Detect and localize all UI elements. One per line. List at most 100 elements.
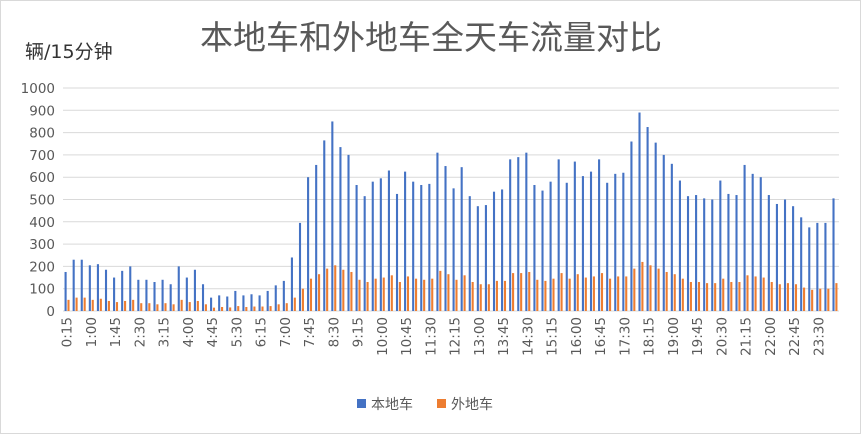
bar [746, 275, 749, 311]
bar [706, 283, 709, 312]
bar [91, 299, 94, 311]
bar [638, 112, 641, 311]
bar [366, 282, 369, 311]
x-tick-label: 19:00 [666, 317, 682, 356]
bar [172, 304, 175, 311]
bar [447, 274, 450, 311]
bar [581, 176, 584, 311]
bar [803, 287, 806, 311]
bar [778, 284, 781, 311]
bar [641, 261, 644, 311]
bar [775, 203, 778, 311]
bar [387, 170, 390, 311]
bar [657, 268, 660, 311]
bar [242, 295, 245, 311]
bar [415, 278, 418, 311]
bar [107, 300, 110, 311]
bar [541, 190, 544, 311]
bar [689, 282, 692, 311]
bar [492, 191, 496, 311]
bar [99, 298, 102, 311]
bar [406, 276, 410, 311]
bar [355, 185, 358, 311]
x-tick-label: 16:45 [593, 317, 609, 356]
bar [606, 182, 609, 311]
bar [816, 222, 819, 311]
bar [290, 257, 293, 311]
bar [576, 274, 579, 311]
bar [501, 189, 504, 311]
bar-series-group [64, 112, 838, 312]
x-tick-label: 21:15 [739, 317, 755, 356]
bar [665, 271, 668, 311]
bar [714, 283, 717, 312]
bar [719, 180, 722, 311]
bar [673, 274, 676, 311]
bar [113, 277, 116, 311]
bar [285, 303, 288, 311]
x-tick-label: 13:00 [472, 317, 488, 356]
bar [751, 173, 754, 311]
bar [536, 279, 539, 311]
bar [509, 159, 512, 311]
bar [484, 205, 487, 311]
bar [282, 280, 285, 311]
bar [72, 259, 75, 311]
x-tick-label: 12:15 [448, 317, 464, 356]
bar [520, 273, 523, 311]
x-tick-label: 10:45 [399, 317, 415, 356]
bar [379, 178, 382, 311]
bar [420, 185, 423, 311]
bar [293, 297, 296, 311]
bar [115, 302, 119, 311]
chart-title: 本地车和外地车全天车流量对比 [200, 18, 662, 57]
bar [137, 279, 140, 311]
y-tick-label: 700 [29, 148, 55, 164]
bar [331, 121, 334, 311]
bar [609, 278, 612, 311]
bar [226, 296, 229, 311]
x-tick-label: 22:45 [787, 317, 803, 356]
bar [382, 277, 385, 311]
bar [622, 172, 625, 311]
bar [568, 278, 571, 311]
bar [334, 265, 337, 311]
x-tick-label: 15:15 [545, 317, 561, 356]
bar [64, 271, 67, 311]
y-tick-label: 900 [29, 103, 55, 119]
legend-label: 外地车 [451, 396, 493, 413]
x-tick-label: 2:30 [132, 317, 148, 347]
bar [824, 222, 827, 311]
bar [646, 127, 649, 311]
bar [827, 288, 830, 311]
bar [164, 303, 167, 311]
bar [253, 306, 256, 311]
bar [633, 268, 636, 311]
bar [463, 275, 466, 311]
bar [455, 279, 458, 311]
bar [735, 195, 738, 311]
y-tick-label: 500 [29, 193, 55, 209]
bar [204, 304, 207, 311]
y-tick-label: 800 [29, 126, 55, 142]
bar [487, 284, 490, 311]
bar [237, 306, 240, 311]
bar [479, 284, 482, 311]
bar [584, 277, 587, 311]
bar [819, 288, 822, 311]
bar [210, 297, 213, 311]
bar [274, 285, 277, 311]
bar [140, 303, 143, 311]
bar [307, 177, 310, 311]
bar [617, 276, 620, 311]
bar [363, 196, 366, 311]
bar [811, 289, 814, 311]
legend-item: 外地车 [437, 396, 493, 413]
bar [549, 181, 552, 311]
bar [261, 306, 264, 311]
bar [161, 279, 164, 311]
y-tick-label: 0 [46, 304, 55, 320]
bar [350, 271, 353, 311]
bar [180, 299, 183, 311]
